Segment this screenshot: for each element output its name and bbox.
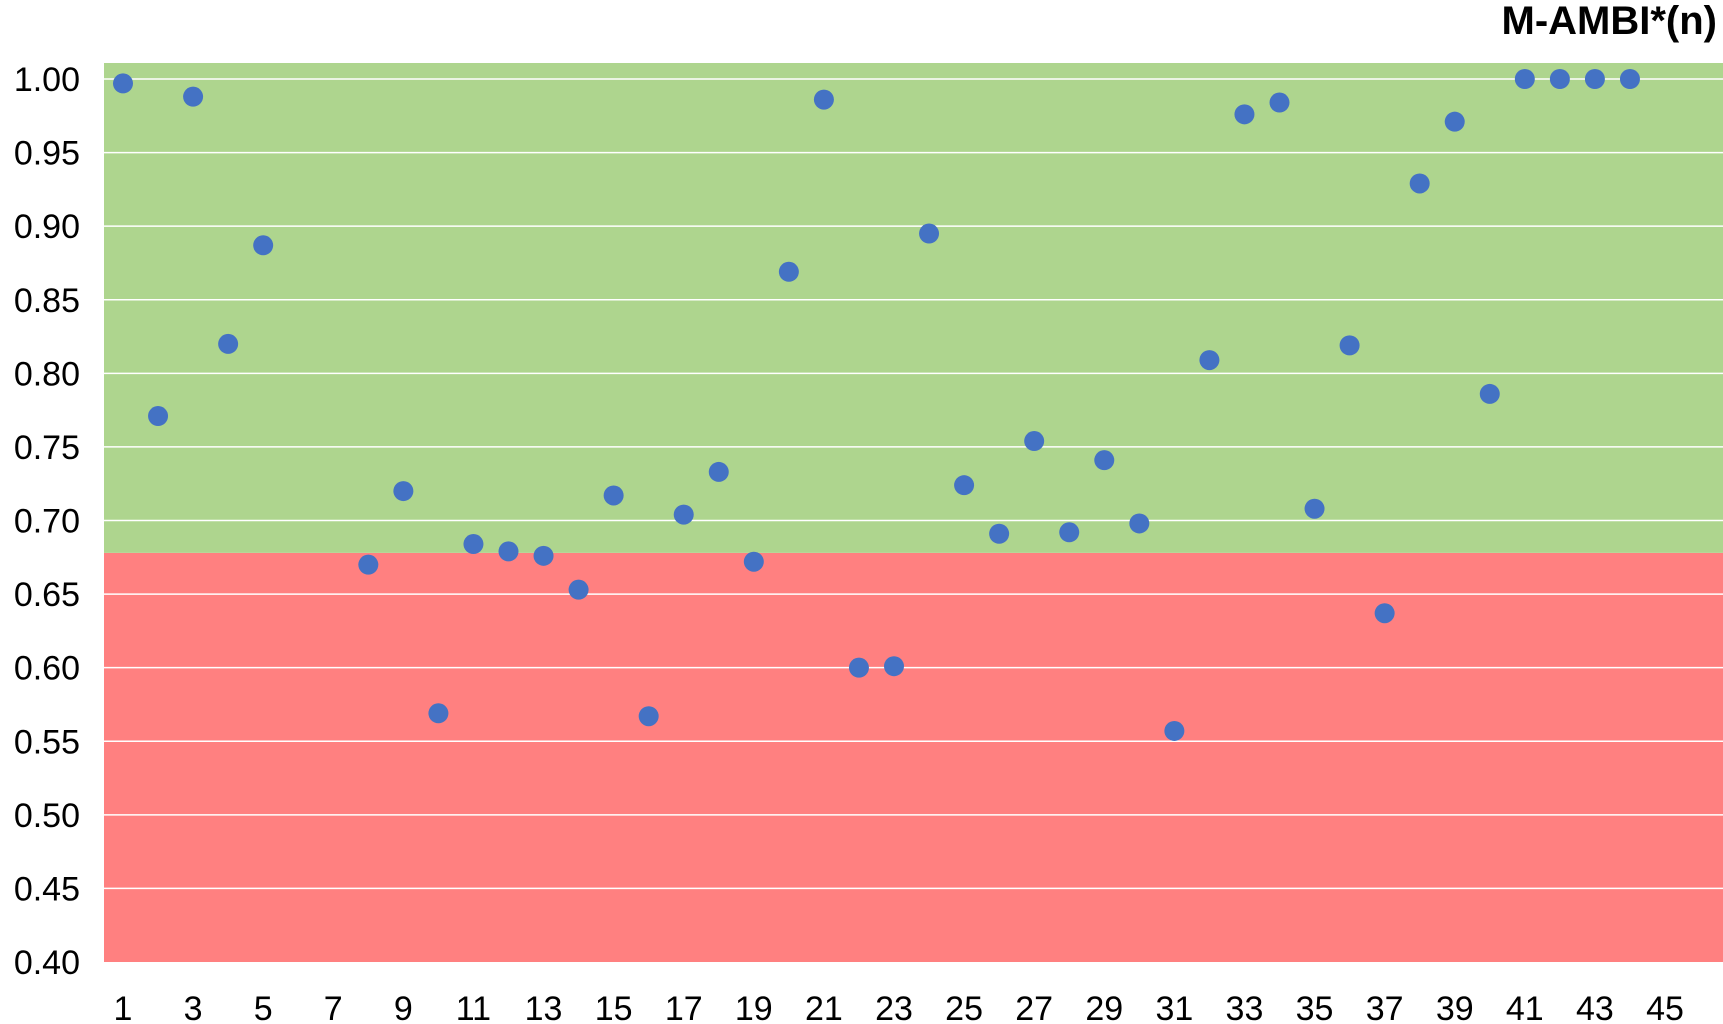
data-point — [848, 657, 869, 678]
data-point — [533, 545, 554, 566]
chart-title: M-AMBI*(n) — [1502, 0, 1718, 43]
x-tick-label: 33 — [1226, 990, 1264, 1024]
data-point — [253, 235, 274, 256]
gridlines — [104, 78, 1723, 890]
data-point — [1234, 104, 1255, 125]
x-tick-label: 1 — [114, 990, 133, 1024]
x-tick-label: 15 — [595, 990, 633, 1024]
data-point — [708, 461, 729, 482]
y-tick-label: 0.85 — [14, 282, 80, 320]
data-point — [673, 504, 694, 525]
data-point — [638, 706, 659, 727]
band-1 — [104, 63, 1723, 553]
data-point — [498, 541, 519, 562]
data-point — [919, 223, 940, 244]
data-point — [1164, 720, 1185, 741]
y-tick-label: 0.60 — [14, 650, 80, 688]
data-point — [1269, 92, 1290, 113]
data-point — [428, 703, 449, 724]
y-tick-label: 0.90 — [14, 208, 80, 246]
data-point — [989, 523, 1010, 544]
x-tick-label: 39 — [1436, 990, 1474, 1024]
x-tick-label: 43 — [1576, 990, 1614, 1024]
y-tick-label: 0.75 — [14, 429, 80, 467]
x-tick-label: 7 — [324, 990, 343, 1024]
data-points — [113, 69, 1640, 741]
data-point — [1129, 513, 1150, 534]
background-bands — [104, 63, 1723, 962]
data-point — [1479, 383, 1500, 404]
data-point — [358, 554, 379, 575]
x-tick-label: 21 — [805, 990, 843, 1024]
band-0 — [104, 552, 1723, 962]
data-point — [218, 333, 239, 354]
y-tick-label: 0.80 — [14, 355, 80, 393]
data-point — [743, 551, 764, 572]
data-point — [1584, 69, 1605, 89]
data-point — [463, 534, 484, 555]
data-point — [1549, 69, 1570, 89]
y-tick-label: 0.45 — [14, 870, 80, 908]
data-point — [1199, 350, 1220, 371]
y-tick-label: 0.70 — [14, 503, 80, 541]
y-tick-label: 1.00 — [14, 61, 80, 99]
y-axis-tick-labels: 0.40 0.45 0.50 0.55 0.60 0.65 0.70 0.75 0.80 0.85… — [14, 61, 80, 982]
data-point — [113, 73, 133, 94]
x-tick-label: 13 — [525, 990, 563, 1024]
x-tick-label: 5 — [254, 990, 273, 1024]
data-point — [1409, 173, 1430, 194]
x-tick-label: 23 — [875, 990, 913, 1024]
x-axis-tick-labels: 1 3 5 7 9 11 13 15 17 19 21 23 25 27 29 31 33 35 37 39 41 43 4… — [114, 990, 1684, 1024]
x-tick-label: 9 — [394, 990, 413, 1024]
data-point — [1059, 522, 1080, 543]
data-point — [884, 656, 904, 677]
x-tick-label: 45 — [1646, 990, 1684, 1024]
data-point — [148, 406, 169, 427]
y-tick-label: 0.55 — [14, 723, 80, 761]
x-tick-label: 11 — [456, 990, 491, 1024]
data-point — [1024, 431, 1045, 452]
data-point — [778, 261, 799, 282]
data-point — [393, 481, 414, 502]
x-tick-label: 17 — [665, 990, 703, 1024]
data-point — [183, 86, 204, 107]
x-tick-label: 25 — [945, 990, 983, 1024]
data-point — [568, 579, 589, 600]
y-tick-label: 0.40 — [14, 944, 80, 982]
data-point — [1514, 69, 1535, 89]
x-tick-label: 27 — [1015, 990, 1053, 1024]
y-tick-label: 0.50 — [14, 797, 80, 835]
data-point — [603, 485, 624, 506]
data-point — [1374, 603, 1395, 624]
data-point — [1094, 450, 1115, 471]
y-tick-label: 0.95 — [14, 135, 80, 173]
data-point — [954, 475, 975, 496]
x-tick-label: 31 — [1155, 990, 1193, 1024]
x-tick-label: 29 — [1085, 990, 1123, 1024]
data-point — [813, 89, 834, 110]
x-tick-label: 41 — [1506, 990, 1544, 1024]
y-tick-label: 0.65 — [14, 576, 80, 614]
data-point — [1304, 498, 1325, 519]
data-point — [1444, 111, 1465, 132]
x-tick-label: 35 — [1296, 990, 1334, 1024]
data-point — [1619, 69, 1640, 89]
x-tick-label: 3 — [184, 990, 203, 1024]
x-tick-label: 37 — [1366, 990, 1404, 1024]
data-point — [1339, 335, 1360, 356]
x-tick-label: 19 — [735, 990, 773, 1024]
